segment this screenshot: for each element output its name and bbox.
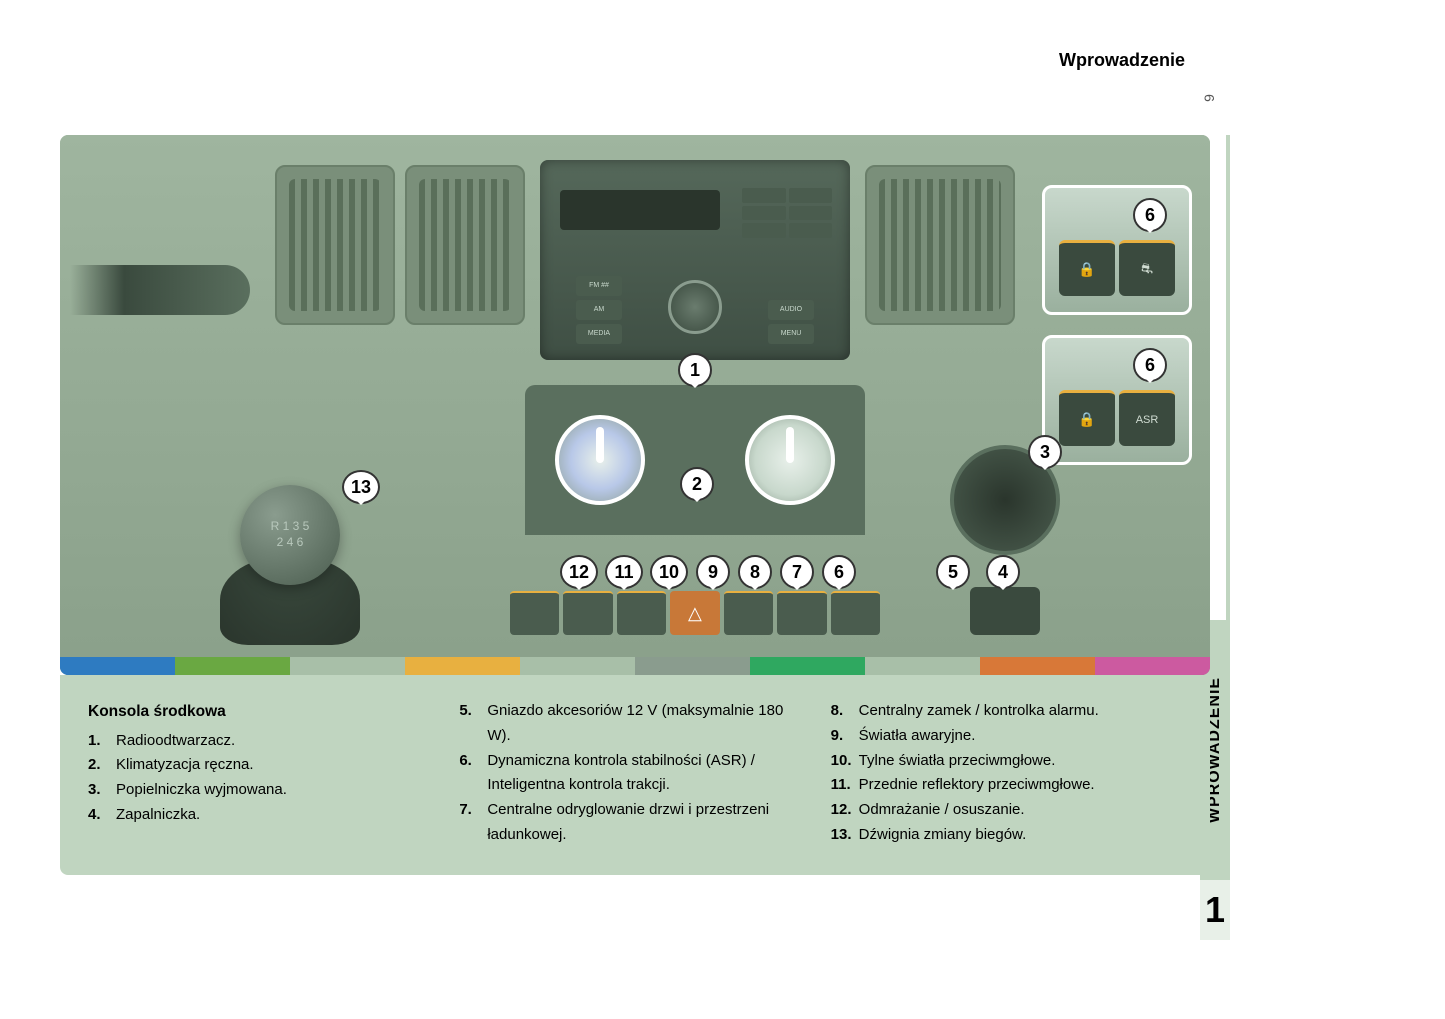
legend-text: Gniazdo akcesoriów 12 V (maksymalnie 180… [487, 699, 810, 749]
callout-13: 13 [342, 470, 380, 504]
lock-button-icon [724, 591, 773, 635]
legend-title: Konsola środkowa [88, 699, 439, 725]
legend-num: 5. [459, 699, 487, 749]
radio-fm-button: FM ## [576, 276, 622, 296]
stalk-left [70, 265, 250, 315]
legend-col-3: 8.Centralny zamek / kontrolka alarmu. 9.… [831, 699, 1182, 857]
legend-num: 13. [831, 823, 859, 848]
callout-3: 3 [1028, 435, 1062, 469]
legend-text: Odmrażanie / osuszanie. [859, 798, 1182, 823]
legend-num: 6. [459, 749, 487, 799]
climate-panel [525, 385, 865, 535]
inset-panel-bottom: 🔒 ASR 6 [1042, 335, 1192, 465]
legend-text: Zapalniczka. [116, 803, 439, 828]
radio-unit: FM ## AM MEDIA AUDIO MENU [540, 160, 850, 360]
legend-text: Dźwignia zmiany biegów. [859, 823, 1182, 848]
asr-text-icon: ASR [1119, 390, 1175, 446]
airflow-dial-icon [745, 415, 835, 505]
callout-6: 6 [822, 555, 856, 589]
callout-6a: 6 [1133, 198, 1167, 232]
legend-text: Tylne światła przeciwmgłowe. [859, 749, 1182, 774]
inset-panel-top: 🔒 ⛐ 6 [1042, 185, 1192, 315]
page-header-title: Wprowadzenie [1059, 50, 1185, 71]
front-fog-button-icon [563, 591, 612, 635]
callout-2: 2 [680, 467, 714, 501]
hazard-button-icon [670, 591, 719, 635]
radio-audio-button: AUDIO [768, 300, 814, 320]
callout-4: 4 [986, 555, 1020, 589]
legend-text: Centralne odryglowanie drzwi i przestrze… [487, 798, 810, 848]
callout-10: 10 [650, 555, 688, 589]
radio-preset-buttons [742, 188, 832, 238]
legend-num: 2. [88, 753, 116, 778]
radio-menu-button: MENU [768, 324, 814, 344]
callout-8: 8 [738, 555, 772, 589]
traction-icon: ⛐ [1119, 240, 1175, 296]
legend-num: 10. [831, 749, 859, 774]
control-button-row [510, 591, 880, 635]
callout-6b: 6 [1133, 348, 1167, 382]
callout-7: 7 [780, 555, 814, 589]
gear-knob-icon [240, 485, 340, 585]
legend-text: Przednie reflektory przeciwmgłowe. [859, 773, 1182, 798]
legend-panel: Konsola środkowa 1.Radioodtwarzacz. 2.Kl… [60, 675, 1210, 875]
radio-screen [560, 190, 720, 230]
legend-num: 12. [831, 798, 859, 823]
unlock-button-icon [777, 591, 826, 635]
legend-text: Klimatyzacja ręczna. [116, 753, 439, 778]
legend-num: 9. [831, 724, 859, 749]
legend-num: 1. [88, 729, 116, 754]
lock-icon: 🔒 [1059, 390, 1115, 446]
color-bar [60, 657, 1210, 675]
asr-button-icon [831, 591, 880, 635]
legend-col-1: Konsola środkowa 1.Radioodtwarzacz. 2.Kl… [88, 699, 439, 857]
legend-num: 11. [831, 773, 859, 798]
callout-12: 12 [560, 555, 598, 589]
legend-num: 8. [831, 699, 859, 724]
legend-text: Popielniczka wyjmowana. [116, 778, 439, 803]
radio-dial-icon [668, 280, 722, 334]
legend-text: Centralny zamek / kontrolka alarmu. [859, 699, 1182, 724]
legend-col-2: 5.Gniazdo akcesoriów 12 V (maksymalnie 1… [459, 699, 810, 857]
temperature-dial-icon [555, 415, 645, 505]
dashboard-figure: FM ## AM MEDIA AUDIO MENU 🔒 ⛐ 6 🔒 ASR [60, 135, 1210, 675]
legend-text: Światła awaryjne. [859, 724, 1182, 749]
callout-1: 1 [678, 353, 712, 387]
callout-5: 5 [936, 555, 970, 589]
callout-9: 9 [696, 555, 730, 589]
page-number: 9 [1201, 94, 1217, 102]
lock-icon: 🔒 [1059, 240, 1115, 296]
rear-fog-button-icon [617, 591, 666, 635]
air-vent-icon [275, 165, 395, 325]
chapter-number: 1 [1200, 880, 1230, 940]
legend-text: Dynamiczna kontrola stabilności (ASR) / … [487, 749, 810, 799]
legend-text: Radioodtwarzacz. [116, 729, 439, 754]
legend-num: 4. [88, 803, 116, 828]
radio-am-button: AM [576, 300, 622, 320]
gear-shift [220, 485, 360, 645]
defrost-button-icon [510, 591, 559, 635]
legend-num: 7. [459, 798, 487, 848]
air-vent-icon [405, 165, 525, 325]
air-vent-icon [865, 165, 1015, 325]
radio-media-button: MEDIA [576, 324, 622, 344]
callout-11: 11 [605, 555, 643, 589]
legend-num: 3. [88, 778, 116, 803]
side-divider [1226, 135, 1230, 620]
